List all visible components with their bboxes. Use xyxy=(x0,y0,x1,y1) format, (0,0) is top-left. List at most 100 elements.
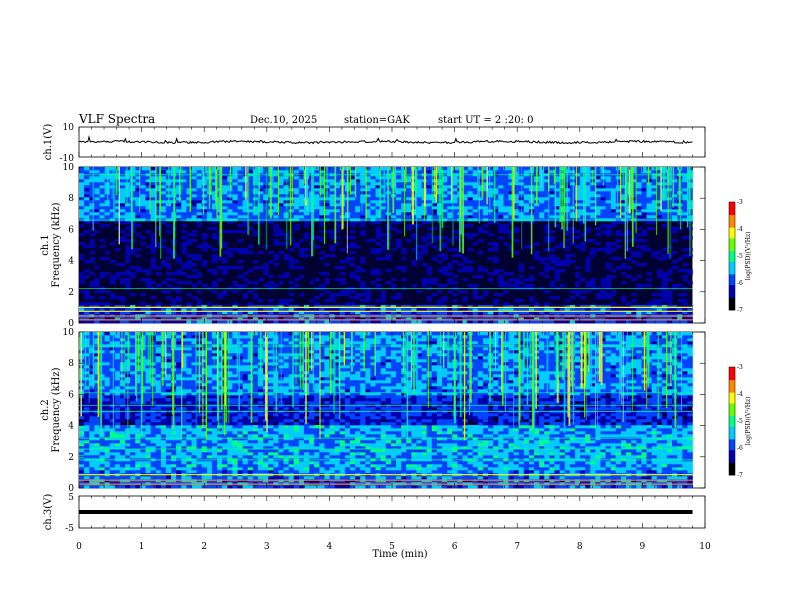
spectrogram-cell xyxy=(600,188,606,192)
spectrogram-cell xyxy=(580,476,586,480)
spectrogram-cell xyxy=(247,167,254,171)
spectrogram-cell xyxy=(365,299,371,303)
spectrogram-cell xyxy=(186,170,192,174)
spectrogram-cell xyxy=(528,485,535,489)
spectrogram-cell xyxy=(462,290,468,294)
spectrogram-cell xyxy=(580,209,586,213)
spectrogram-cell xyxy=(181,263,187,267)
spectrogram-cell xyxy=(411,197,417,201)
spectrogram-cell xyxy=(462,215,468,219)
spectrogram-cell xyxy=(626,320,632,324)
spectrogram-cell xyxy=(482,485,489,489)
spectrogram-cell xyxy=(441,215,448,219)
spectrogram-cell xyxy=(401,200,407,204)
spectrogram-cell xyxy=(411,182,417,186)
spectrogram-cell xyxy=(360,203,366,207)
spectrogram-cell xyxy=(477,485,484,489)
spectrogram-cell xyxy=(288,230,295,234)
spectrogram-cell xyxy=(641,284,647,288)
spectrogram-cell xyxy=(329,203,335,207)
spectrogram-cell xyxy=(441,299,448,303)
spectrogram-cell xyxy=(314,197,320,201)
spectrogram-cell xyxy=(370,221,376,225)
spectrogram-cell xyxy=(441,200,448,204)
spectrogram-cell xyxy=(155,170,162,174)
spectrogram-cell xyxy=(252,305,259,309)
spectrogram-cell xyxy=(329,254,335,258)
spectrogram-cell xyxy=(247,269,254,273)
spectrogram-cell xyxy=(191,179,197,183)
spectrogram-cell xyxy=(252,320,259,324)
spectrogram-cell xyxy=(196,221,202,225)
spectrogram-cell xyxy=(682,254,688,258)
spectrogram-cell xyxy=(508,233,514,237)
spectrogram-cell xyxy=(544,305,550,309)
colorbar-segment xyxy=(729,239,735,242)
spectrogram-cell xyxy=(672,191,678,195)
spectrogram-cell xyxy=(196,317,202,321)
spectrogram-cell xyxy=(303,320,310,324)
spectrogram-cell xyxy=(559,305,565,309)
spectrogram-cell xyxy=(416,212,422,216)
spectrogram-cell xyxy=(508,236,514,240)
spectrogram-cell xyxy=(426,188,433,192)
spectrogram-cell xyxy=(620,299,627,303)
spectrogram-cell xyxy=(319,284,325,288)
spectrogram-cell xyxy=(334,221,341,225)
spectrogram-cell xyxy=(528,266,535,270)
spectrogram-cell xyxy=(498,293,504,297)
spectrogram-cell xyxy=(574,284,581,288)
spectrogram-cell xyxy=(574,236,581,240)
spectrogram-cell xyxy=(513,200,519,204)
spectrogram-cell xyxy=(125,485,131,489)
spectrogram-cell xyxy=(222,269,228,273)
spectrogram-cell xyxy=(247,197,254,201)
spectrogram-cell xyxy=(605,197,611,201)
spectrogram-cell xyxy=(79,209,85,213)
spectrogram-cell xyxy=(201,200,208,204)
spectrogram-cell xyxy=(324,278,330,282)
spectrogram-cell xyxy=(441,317,448,321)
spectrogram-cell xyxy=(447,485,453,489)
spectrogram-cell xyxy=(682,206,688,210)
spectrogram-cell xyxy=(114,221,121,225)
spectrogram-cell xyxy=(441,308,448,312)
date-label: Dec.10, 2025 xyxy=(250,115,317,126)
spectrogram-cell xyxy=(605,263,611,267)
spectrogram-cell xyxy=(257,167,264,171)
spectrogram-cell xyxy=(375,227,381,231)
spectrogram-cell xyxy=(135,320,141,324)
spectrogram-cell xyxy=(401,194,407,198)
spectrogram-cell xyxy=(242,209,248,213)
spectrogram-cell xyxy=(585,227,591,231)
spectrogram-cell xyxy=(370,215,376,219)
spectrogram-cell xyxy=(421,248,427,252)
spectrogram-cell xyxy=(355,476,361,480)
spectrogram-cell xyxy=(89,257,95,261)
spectrogram-cell xyxy=(493,185,499,189)
spectrogram-cell xyxy=(508,317,514,321)
spectrogram-cell xyxy=(503,320,509,324)
spectrogram-cell xyxy=(237,185,243,189)
spectrogram-cell xyxy=(237,212,243,216)
spectrogram-cell xyxy=(283,257,289,261)
spectrogram-cell xyxy=(508,320,514,324)
spectrogram-cell xyxy=(84,194,90,198)
spectrogram-cell xyxy=(232,476,238,480)
spectrogram-cell xyxy=(273,191,279,195)
spectrogram-cell xyxy=(615,176,622,180)
spectrogram-cell xyxy=(508,230,514,234)
spectrogram-cell xyxy=(590,239,596,243)
spectrogram-cell xyxy=(252,221,259,225)
spectrogram-cell xyxy=(181,251,187,255)
spectrogram-cell xyxy=(636,263,642,267)
spectrogram-cell xyxy=(518,308,525,312)
spectrogram-cell xyxy=(232,230,238,234)
spectrogram-cell xyxy=(401,176,407,180)
spectrogram-cell xyxy=(278,308,284,312)
spectrogram-cell xyxy=(467,224,473,228)
spectrogram-cell xyxy=(666,188,673,192)
spectrogram-cell xyxy=(237,485,243,489)
spectrogram-cell xyxy=(375,197,381,201)
